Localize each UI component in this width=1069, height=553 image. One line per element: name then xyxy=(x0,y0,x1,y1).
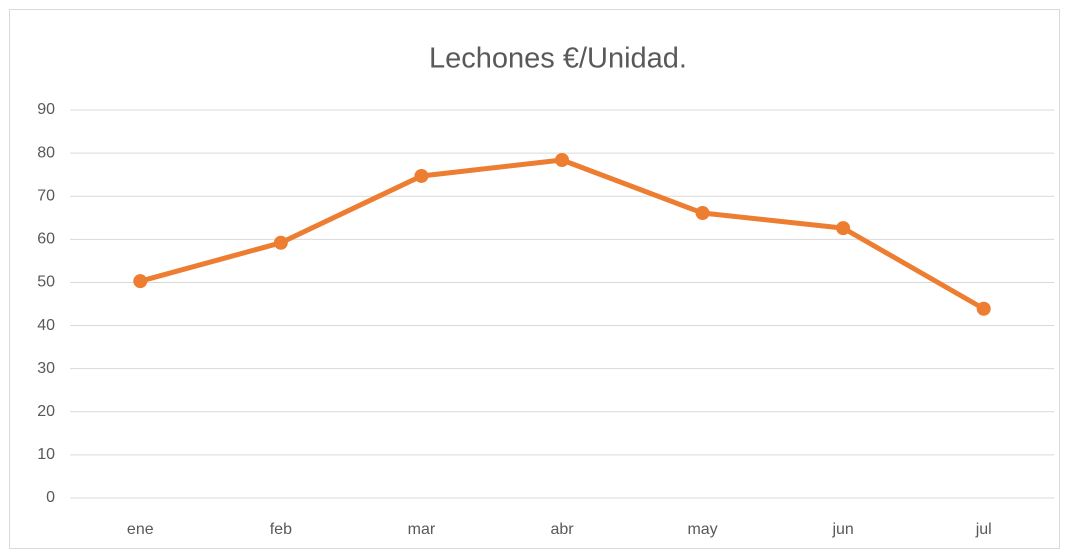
marker xyxy=(414,168,429,183)
y-tick-label: 90 xyxy=(37,101,55,118)
y-tick-label: 0 xyxy=(46,489,55,506)
marker xyxy=(555,153,569,168)
y-tick-label: 30 xyxy=(37,360,55,377)
marker xyxy=(976,301,991,316)
y-tick-label: 80 xyxy=(37,144,55,161)
marker xyxy=(273,235,288,250)
x-tick-label: abr xyxy=(550,521,574,538)
x-tick-label: feb xyxy=(270,521,292,538)
x-tick-label: jul xyxy=(975,521,992,538)
y-tick-label: 50 xyxy=(37,274,55,291)
y-tick-label: 70 xyxy=(37,187,55,204)
marker xyxy=(133,274,148,289)
chart-border xyxy=(9,9,1060,549)
x-tick-label: mar xyxy=(408,521,436,538)
y-tick-label: 20 xyxy=(37,403,55,420)
marker xyxy=(836,221,851,236)
marker xyxy=(695,206,710,221)
y-tick-label: 60 xyxy=(37,231,55,248)
chart-title: Lechones €/Unidad. xyxy=(429,43,687,75)
x-tick-label: jun xyxy=(831,521,853,538)
y-tick-label: 10 xyxy=(37,446,55,463)
y-tick-label: 40 xyxy=(37,317,55,334)
x-tick-label: may xyxy=(687,521,717,538)
x-tick-label: ene xyxy=(127,521,154,538)
